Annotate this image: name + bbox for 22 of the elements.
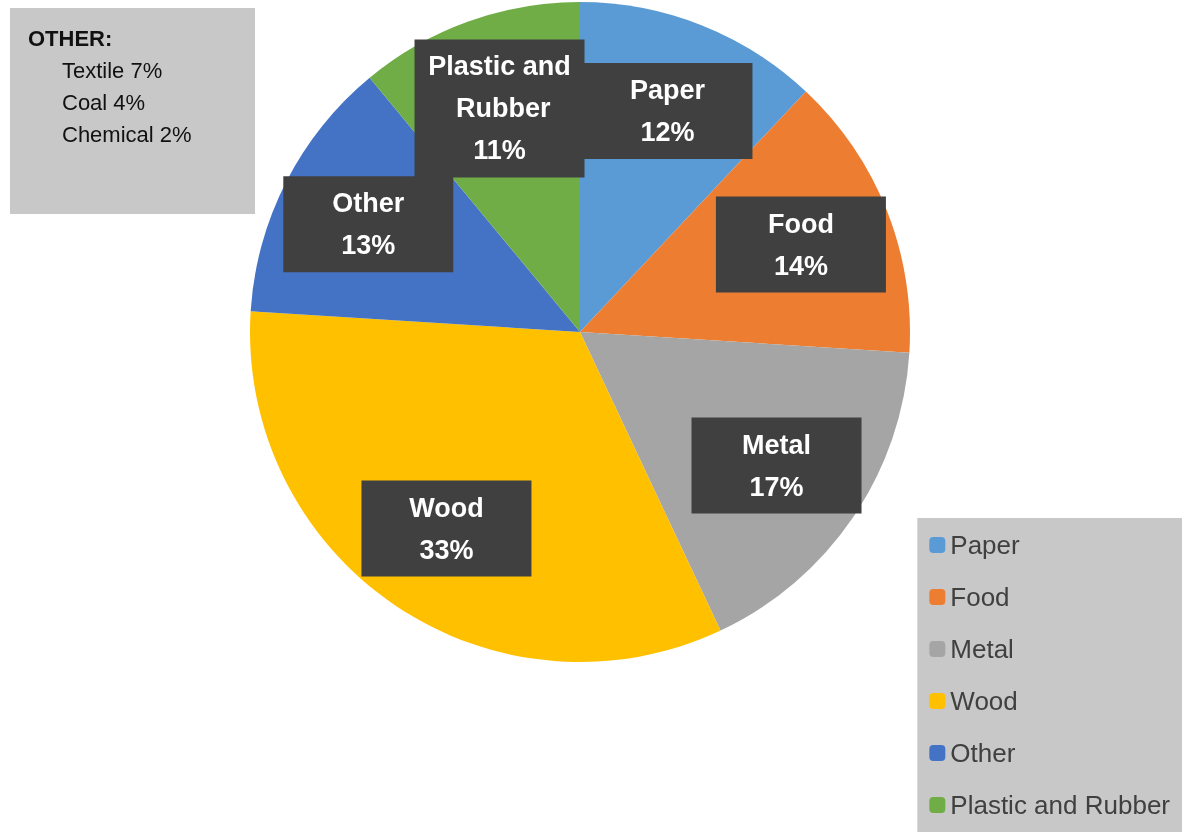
slice-label: Food	[767, 208, 834, 239]
text: Coal 4%	[61, 90, 147, 116]
legend-label: Plastic and Rubber	[950, 790, 1171, 820]
data-label: 33%	[419, 534, 474, 565]
legend-label: Other	[950, 738, 1016, 768]
data-label: 17%	[749, 471, 804, 502]
text: OTHER:	[28, 26, 114, 52]
slice-label: Other	[332, 188, 405, 219]
legend-label: Paper	[950, 530, 1021, 560]
slice-label: Paper	[629, 75, 706, 106]
slice-label: Metal	[742, 429, 812, 460]
slice-label: Plastic and Rubber	[428, 51, 571, 124]
legend-label: Food	[950, 582, 1010, 612]
slice-label: Wood	[409, 492, 484, 523]
text: Chemical 2%	[61, 122, 193, 148]
data-label: 12%	[640, 117, 695, 148]
data-label: 11%	[473, 135, 526, 166]
legend-label: Metal	[950, 634, 1014, 664]
text: Textile 7%	[61, 58, 164, 84]
data-label: 14%	[773, 250, 828, 281]
legend-label: Wood	[950, 686, 1018, 716]
data-label: 13%	[341, 230, 396, 261]
